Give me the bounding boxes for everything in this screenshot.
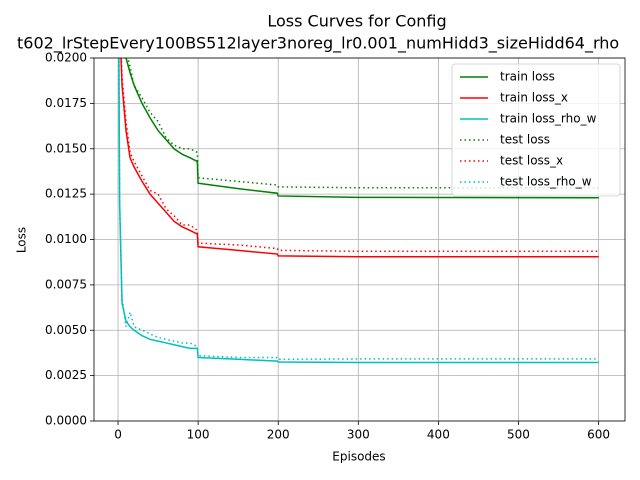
- y-tick-label: 0.0200: [45, 51, 87, 65]
- series-line: [120, 58, 599, 258]
- legend-label: train loss_rho_w: [500, 112, 597, 126]
- x-tick-label: 600: [587, 428, 610, 442]
- x-tick-label: 200: [267, 428, 290, 442]
- y-tick-label: 0.0000: [45, 414, 87, 428]
- plot-area: [118, 58, 599, 364]
- x-axis-label: Episodes: [332, 450, 385, 464]
- chart-subtitle: t602_lrStepEvery100BS512layer3noreg_lr0.…: [17, 34, 619, 54]
- legend-label: train loss_x: [500, 91, 568, 105]
- series-line: [125, 58, 599, 199]
- legend-box: [451, 63, 621, 197]
- y-axis-label: Loss: [15, 227, 29, 253]
- legend-label: test loss_rho_w: [500, 175, 592, 189]
- legend-label: test loss_x: [500, 154, 563, 168]
- y-tick-label: 0.0100: [45, 232, 87, 246]
- y-tick-label: 0.0050: [45, 323, 87, 337]
- y-tick-label: 0.0150: [45, 141, 87, 155]
- x-tick-label: 500: [507, 428, 530, 442]
- legend-label: test loss: [500, 133, 550, 147]
- chart-title: Loss Curves for Config: [267, 12, 446, 31]
- series-line: [127, 58, 599, 189]
- y-tick-label: 0.0175: [45, 96, 87, 110]
- x-tick-label: 300: [347, 428, 370, 442]
- x-tick-label: 400: [427, 428, 450, 442]
- legend-label: train loss: [500, 70, 555, 84]
- x-tick-label: 100: [187, 428, 210, 442]
- y-tick-label: 0.0075: [45, 277, 87, 291]
- y-tick-label: 0.0025: [45, 368, 87, 382]
- y-tick-label: 0.0125: [45, 187, 87, 201]
- x-tick-label: 0: [114, 428, 122, 442]
- plot-frame: [93, 57, 626, 422]
